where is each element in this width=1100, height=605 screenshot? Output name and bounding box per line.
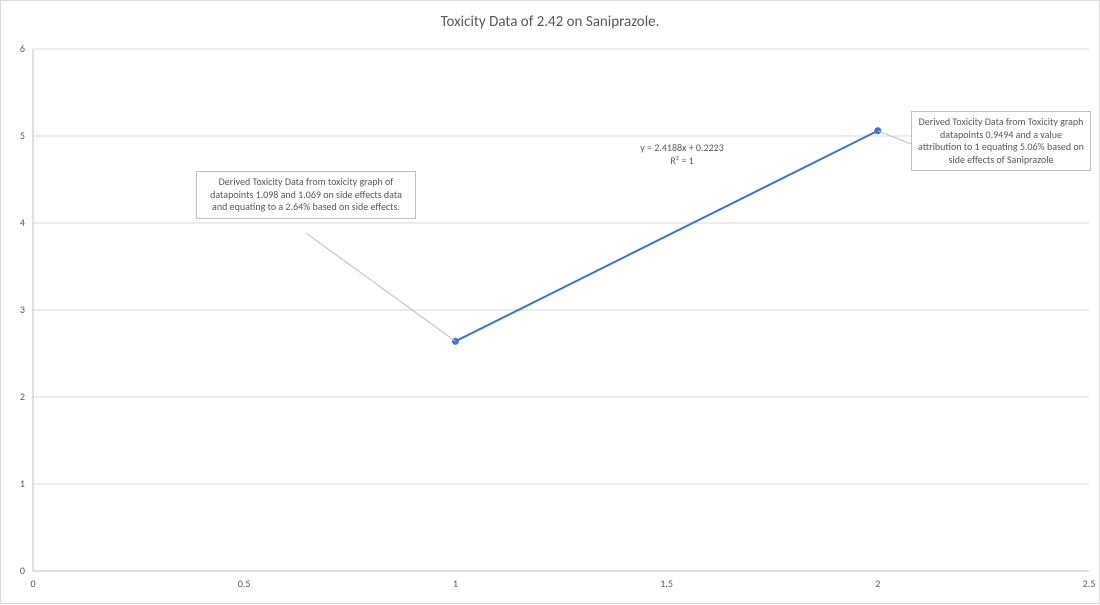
x-tick-label: 2.5 (1069, 577, 1100, 590)
callout-left-text: Derived Toxicity Data from toxicity grap… (210, 175, 402, 213)
callout-right: Derived Toxicity Data from Toxicity grap… (911, 111, 1091, 171)
plot-area-svg (1, 1, 1100, 605)
trendline-label: y = 2.4188x + 0.2223 R² = 1 (607, 141, 757, 167)
y-tick-label: 1 (5, 477, 25, 490)
trendline-r2: R² = 1 (607, 154, 757, 167)
callout-left: Derived Toxicity Data from toxicity grap… (196, 171, 416, 219)
x-tick-label: 2 (858, 577, 898, 590)
chart-container: Toxicity Data of 2.42 on Saniprazole. 01… (0, 0, 1100, 604)
x-tick-label: 1.5 (647, 577, 687, 590)
callout-right-text: Derived Toxicity Data from Toxicity grap… (918, 115, 1084, 166)
x-tick-label: 0.5 (224, 577, 264, 590)
y-tick-label: 6 (5, 42, 25, 55)
y-tick-label: 5 (5, 129, 25, 142)
x-tick-label: 1 (435, 577, 475, 590)
trendline-equation: y = 2.4188x + 0.2223 (607, 141, 757, 154)
y-tick-label: 4 (5, 216, 25, 229)
x-tick-label: 0 (13, 577, 53, 590)
y-tick-label: 3 (5, 303, 25, 316)
y-tick-label: 0 (5, 564, 25, 577)
y-tick-label: 2 (5, 390, 25, 403)
